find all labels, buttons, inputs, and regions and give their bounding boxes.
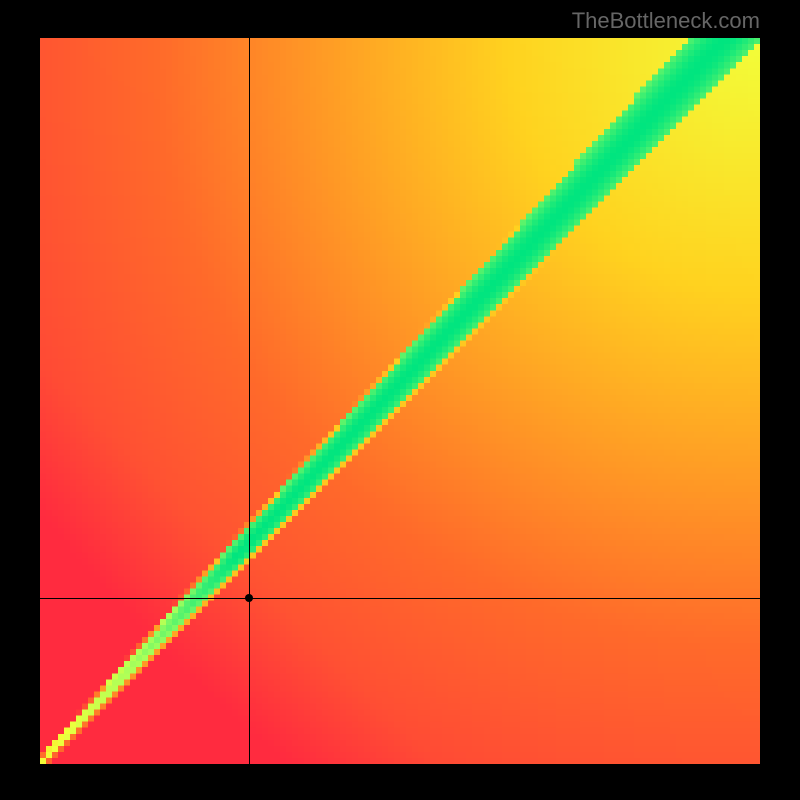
crosshair-vertical — [249, 38, 250, 764]
heatmap-plot — [40, 38, 760, 764]
crosshair-marker — [245, 594, 253, 602]
crosshair-horizontal — [40, 598, 760, 599]
heatmap-canvas — [40, 38, 760, 764]
watermark-text: TheBottleneck.com — [572, 8, 760, 34]
